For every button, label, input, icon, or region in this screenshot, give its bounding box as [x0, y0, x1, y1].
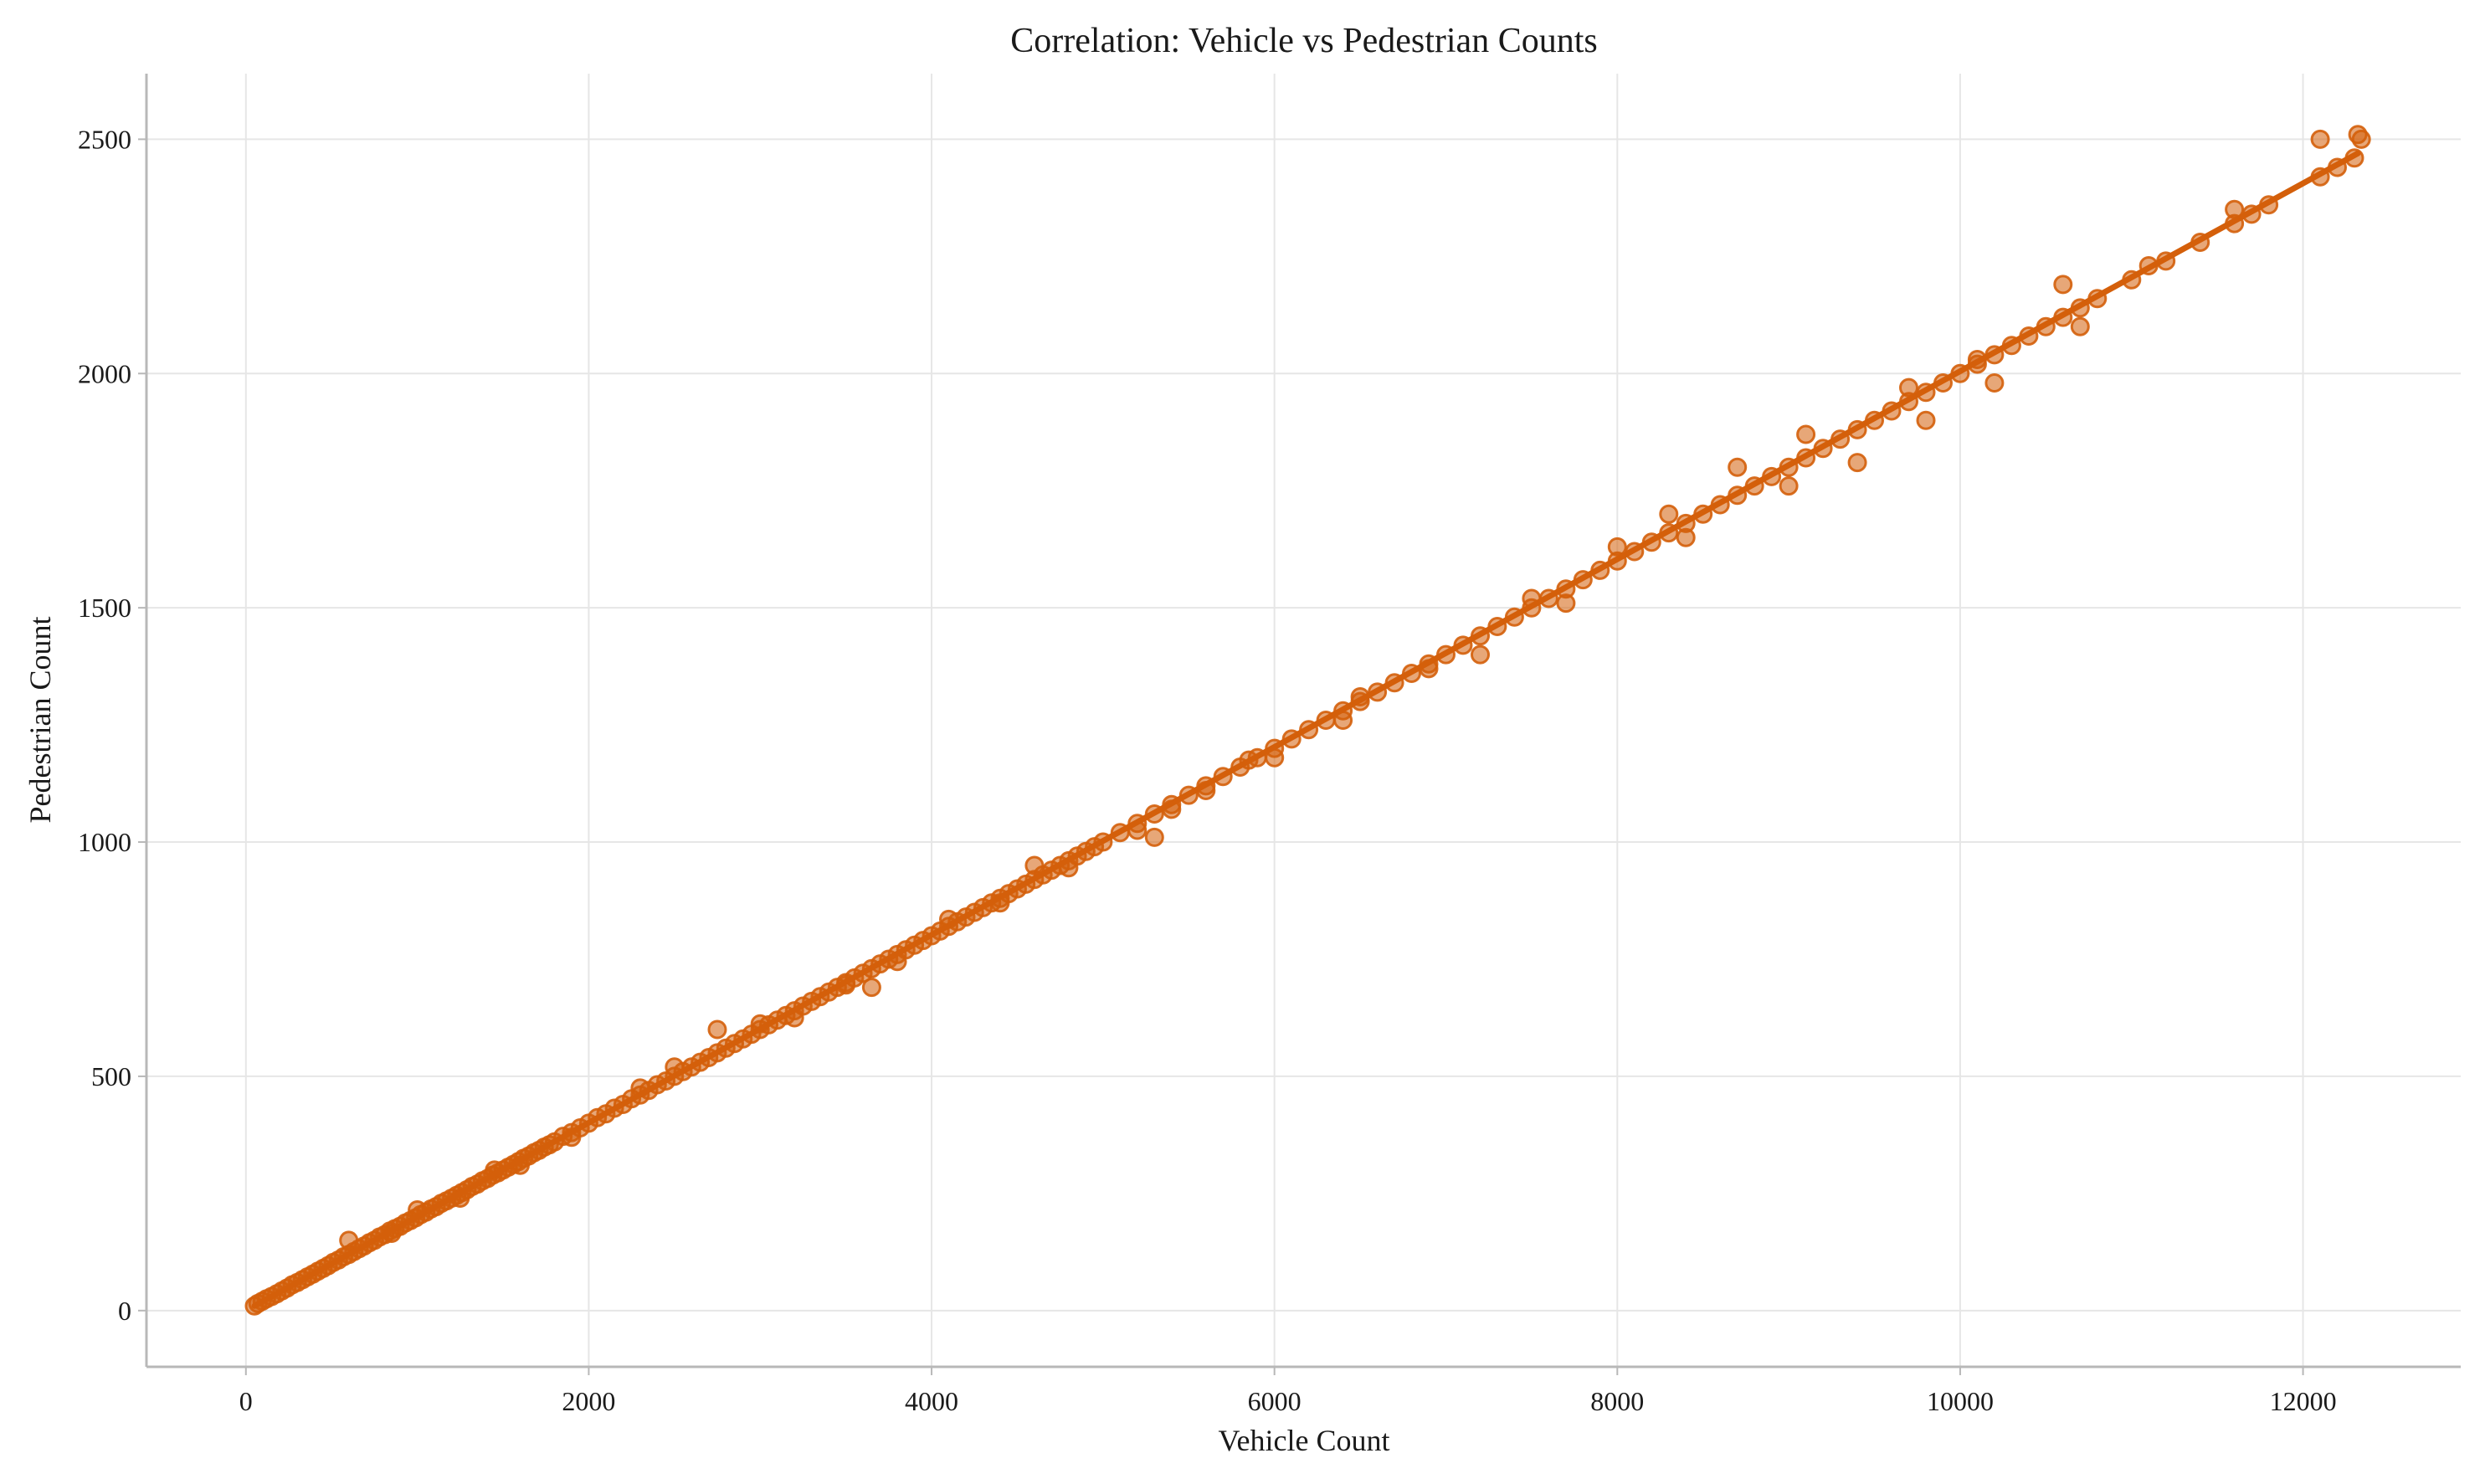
y-tick-label: 0	[118, 1296, 131, 1326]
scatter-point	[1899, 377, 1918, 398]
y-tick-label: 1500	[78, 593, 131, 623]
x-tick-label: 12000	[2270, 1386, 2337, 1416]
y-axis-label: Pedestrian Count	[23, 617, 57, 824]
scatter-point	[1676, 527, 1696, 547]
scatter-point	[861, 978, 881, 998]
scatter-point	[339, 1230, 359, 1250]
scatter-point	[1796, 424, 1816, 444]
x-tick-label: 0	[239, 1386, 253, 1416]
chart-title: Correlation: Vehicle vs Pedestrian Count…	[1010, 22, 1597, 60]
y-tick-label: 2000	[78, 358, 131, 388]
scatter-point	[707, 1019, 727, 1040]
scatter-point	[1916, 410, 1936, 430]
x-axis-label: Vehicle Count	[1219, 1424, 1390, 1457]
x-tick-label: 4000	[905, 1386, 958, 1416]
y-tick-label: 2500	[78, 124, 131, 154]
scatter-point	[2053, 275, 2073, 295]
scatter-point	[1984, 373, 2005, 393]
y-tick-label: 1000	[78, 827, 131, 857]
scatter-point	[1471, 644, 1490, 665]
grid	[146, 74, 2461, 1367]
scatter-point	[1659, 504, 1679, 524]
scatter-point	[1847, 453, 1867, 473]
x-tick-label: 10000	[1927, 1386, 1994, 1416]
scatter-point	[1144, 827, 1164, 847]
scatter-point	[1556, 593, 1576, 614]
scatter-point	[2070, 316, 2090, 336]
scatter-point	[1728, 457, 1748, 477]
scatter-point	[1779, 476, 1799, 496]
scatter-point	[2351, 129, 2371, 149]
axes: 0 2000 4000 6000 8000 10000 12000 0 500 1000 1500 2…	[78, 74, 2461, 1416]
scatter-point	[1024, 855, 1045, 876]
trendline-layer	[251, 150, 2361, 1309]
scatter-point	[2310, 129, 2330, 149]
x-tick-label: 8000	[1590, 1386, 1644, 1416]
trend-line	[251, 150, 2361, 1309]
scatter-point	[1607, 537, 1627, 557]
x-tick-label: 6000	[1248, 1386, 1302, 1416]
x-tick-label: 2000	[562, 1386, 615, 1416]
y-tick-label: 500	[91, 1061, 131, 1091]
